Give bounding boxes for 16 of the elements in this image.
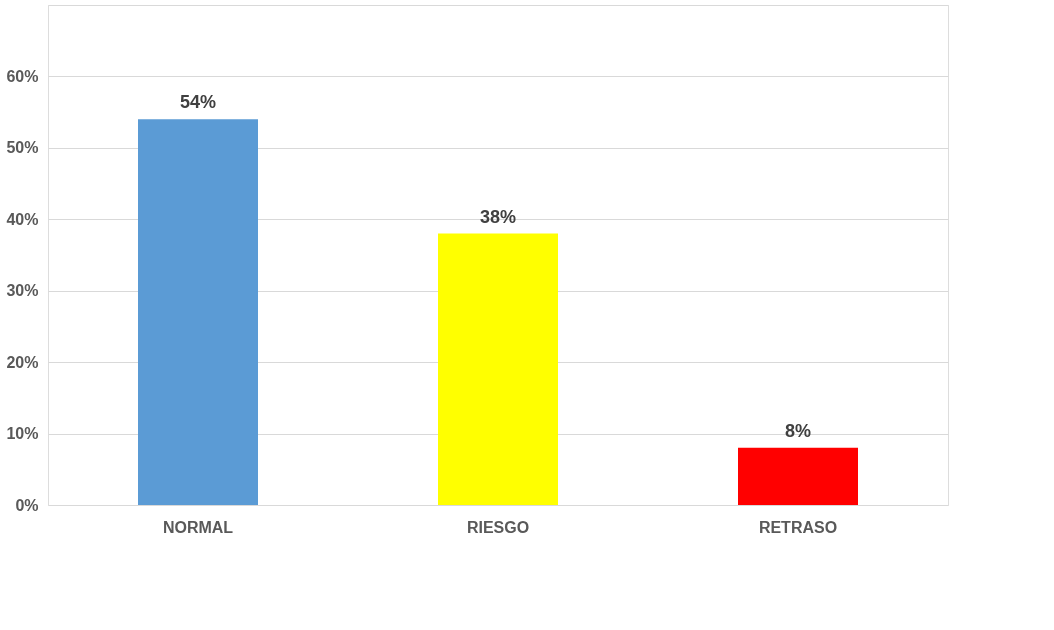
- y-tick-label: 60%: [6, 67, 39, 85]
- bar: [138, 119, 258, 505]
- y-tick-label: 40%: [6, 210, 39, 228]
- data-label: 54%: [179, 92, 217, 113]
- y-tick-label: 10%: [6, 425, 39, 443]
- bar: [738, 447, 858, 505]
- y-tick-label: 30%: [6, 282, 39, 300]
- y-tick-label: 50%: [6, 139, 39, 157]
- x-tick-label: RETRASO: [758, 518, 838, 536]
- y-tick-label: 0%: [15, 496, 39, 514]
- y-tick-label: 20%: [6, 353, 39, 371]
- bar: [438, 233, 558, 505]
- data-label: 8%: [784, 420, 812, 441]
- x-tick-label: NORMAL: [162, 518, 234, 536]
- data-label: 38%: [479, 206, 517, 227]
- x-tick-label: RIESGO: [466, 518, 530, 536]
